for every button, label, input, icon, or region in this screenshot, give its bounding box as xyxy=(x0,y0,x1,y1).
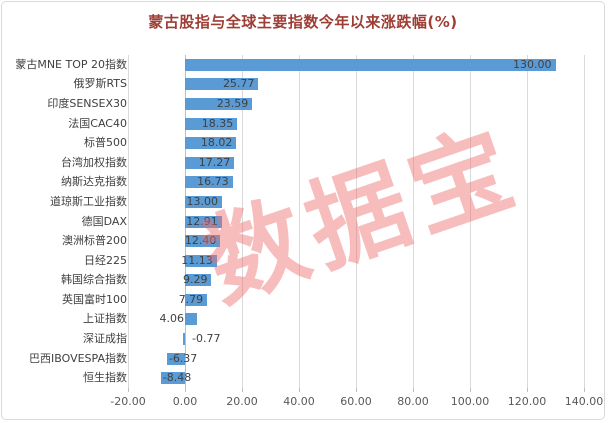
bar xyxy=(185,293,208,306)
value-label: 12.91 xyxy=(186,214,218,228)
category-label: 法国CAC40 xyxy=(68,116,127,130)
axis-tick xyxy=(527,388,528,392)
value-label: 18.02 xyxy=(200,136,233,150)
bar xyxy=(160,372,185,385)
x-axis-label: -20.00 xyxy=(110,395,146,408)
gridline xyxy=(128,55,129,388)
axis-tick xyxy=(470,388,471,392)
value-label: 7.79 xyxy=(178,292,204,306)
x-axis-label: 80.00 xyxy=(397,395,429,408)
value-label: 25.77 xyxy=(222,77,255,91)
x-axis-label: 100.00 xyxy=(450,395,490,408)
x-axis-label: 0.00 xyxy=(172,395,198,408)
gridline xyxy=(356,55,357,388)
bar xyxy=(185,235,221,248)
axis-tick xyxy=(584,388,585,392)
category-label: 纳斯达克指数 xyxy=(61,175,127,189)
bar xyxy=(185,195,223,208)
bar xyxy=(185,97,253,110)
axis-tick xyxy=(242,388,243,392)
category-label: 深证成指 xyxy=(83,332,127,346)
watermark: 数据宝 xyxy=(189,107,535,324)
category-label: 韩国综合指数 xyxy=(61,273,127,287)
category-label: 英国富时100 xyxy=(62,292,127,306)
gridline xyxy=(413,55,414,388)
axis-tick xyxy=(299,388,300,392)
category-label: 德国DAX xyxy=(81,214,127,228)
gridline xyxy=(470,55,471,388)
axis-tick xyxy=(413,388,414,392)
axis-tick xyxy=(128,388,129,392)
category-label: 日经225 xyxy=(84,253,127,267)
bar xyxy=(185,274,212,287)
value-label: 23.59 xyxy=(216,96,249,110)
gridline xyxy=(242,55,243,388)
gridline xyxy=(584,55,585,388)
value-label: 130.00 xyxy=(513,57,552,71)
category-label: 蒙古MNE TOP 20指数 xyxy=(15,57,127,71)
bar xyxy=(166,352,185,365)
value-label: 13.00 xyxy=(186,194,219,208)
gridline xyxy=(299,55,300,388)
bar xyxy=(185,117,238,130)
bar xyxy=(185,58,556,71)
value-label: 17.27 xyxy=(198,155,231,169)
value-label: 16.73 xyxy=(197,175,229,189)
chart-title: 蒙古股指与全球主要指数今年以来涨跌幅(%) xyxy=(148,13,458,31)
value-label: -8.48 xyxy=(162,371,192,385)
category-label: 台湾加权指数 xyxy=(61,155,127,169)
bar xyxy=(185,313,197,326)
gridline xyxy=(527,55,528,388)
category-label: 澳洲标普200 xyxy=(62,234,127,248)
category-label: 标普500 xyxy=(84,136,127,150)
category-label: 印度SENSEX30 xyxy=(47,96,127,110)
x-axis-label: 40.00 xyxy=(283,395,315,408)
bar xyxy=(185,156,235,169)
category-label: 道琼斯工业指数 xyxy=(50,194,127,208)
value-label: 9.29 xyxy=(182,273,208,287)
axis-tick xyxy=(185,388,186,392)
bar xyxy=(185,254,217,267)
category-label: 巴西IBOVESPA指数 xyxy=(29,351,127,365)
axis-tick xyxy=(356,388,357,392)
bar xyxy=(185,78,259,91)
bar xyxy=(185,137,237,150)
bar xyxy=(185,176,233,189)
value-label: -0.77 xyxy=(192,332,221,346)
x-axis-label: 140.00 xyxy=(564,395,604,408)
x-axis-label: 20.00 xyxy=(226,395,258,408)
x-axis-label: 120.00 xyxy=(507,395,547,408)
bar xyxy=(185,215,222,228)
category-label: 上证指数 xyxy=(83,312,127,326)
value-label: 4.06 xyxy=(159,312,185,326)
value-label: 12.40 xyxy=(184,234,217,248)
x-axis-label: 60.00 xyxy=(340,395,372,408)
category-label: 恒生指数 xyxy=(83,371,127,385)
value-label: 18.35 xyxy=(201,116,234,130)
category-label: 俄罗斯RTS xyxy=(73,77,127,91)
value-label: 11.13 xyxy=(181,253,213,267)
value-label: -6.37 xyxy=(168,351,198,365)
bar xyxy=(182,333,185,346)
